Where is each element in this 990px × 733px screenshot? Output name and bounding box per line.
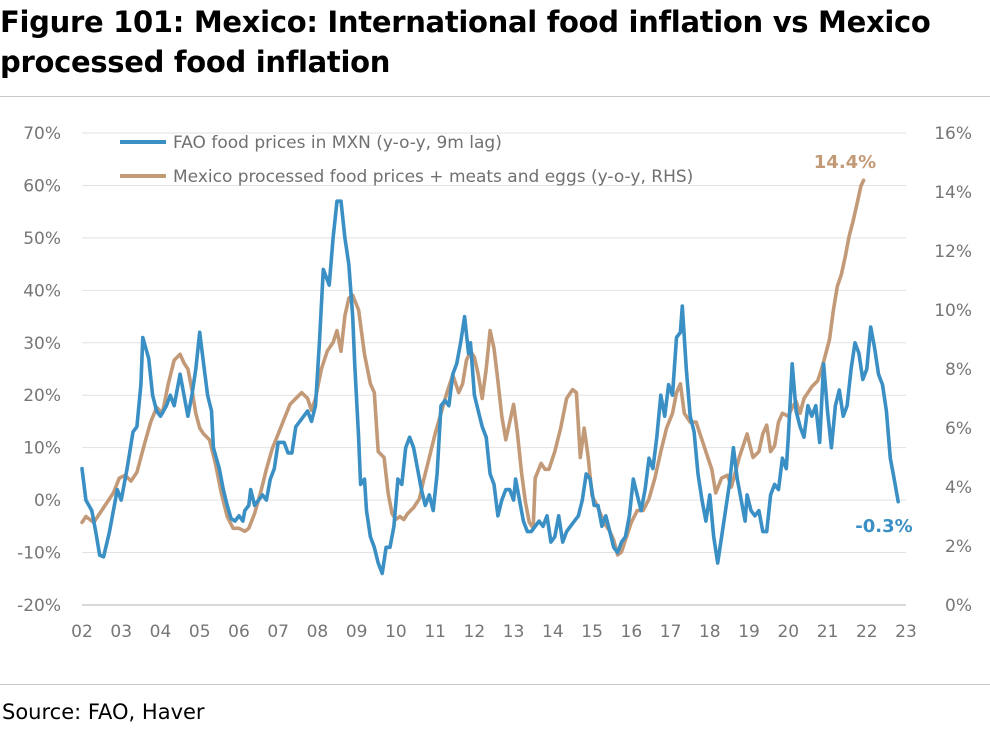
x-axis-tick-label: 03 bbox=[110, 622, 132, 642]
legend-label: FAO food prices in MXN (y-o-y, 9m lag) bbox=[173, 133, 502, 153]
left-axis-tick-label: 10% bbox=[23, 439, 61, 459]
x-axis-tick-label: 14 bbox=[542, 622, 564, 642]
left-axis-tick-label: 0% bbox=[34, 491, 61, 511]
left-axis-tick-label: 20% bbox=[23, 386, 61, 406]
x-axis-tick-label: 11 bbox=[424, 622, 446, 642]
legend: FAO food prices in MXN (y-o-y, 9m lag) Me… bbox=[120, 133, 693, 187]
source-divider bbox=[0, 684, 990, 685]
line-chart: -20% -10% 0% 10% 20% 30% 40% 50% 60% 70% 0% 2% 4% 6%… bbox=[17, 124, 972, 642]
x-axis-tick-label: 12 bbox=[464, 622, 486, 642]
x-axis-tick-label: 07 bbox=[267, 622, 289, 642]
right-axis-tick-label: 10% bbox=[934, 301, 972, 321]
x-axis-tick-label: 08 bbox=[307, 622, 329, 642]
x-axis-tick-label: 16 bbox=[621, 622, 643, 642]
fao-series-line bbox=[80, 199, 900, 576]
source-note: Source: FAO, Haver bbox=[2, 700, 205, 724]
left-axis-tick-label: -20% bbox=[17, 596, 61, 616]
x-axis-tick-labels: 02 03 04 05 06 07 08 09 10 11 12 13 14 15 16 17 18 19 20 21… bbox=[71, 622, 917, 642]
left-axis-tick-label: 70% bbox=[23, 124, 61, 144]
x-axis-tick-label: 10 bbox=[385, 622, 407, 642]
right-axis-tick-label: 2% bbox=[945, 537, 972, 557]
x-axis-tick-label: 13 bbox=[503, 622, 525, 642]
x-axis-tick-label: 05 bbox=[189, 622, 211, 642]
x-axis-tick-label: 21 bbox=[817, 622, 839, 642]
series-group bbox=[80, 178, 900, 576]
left-axis-tick-label: -10% bbox=[17, 544, 61, 564]
left-axis-tick-label: 40% bbox=[23, 281, 61, 301]
right-axis-tick-label: 16% bbox=[934, 124, 972, 144]
x-axis-tick-label: 19 bbox=[738, 622, 760, 642]
x-axis-tick-label: 02 bbox=[71, 622, 93, 642]
fao-end-value-label: -0.3% bbox=[855, 516, 912, 537]
right-axis-tick-label: 14% bbox=[934, 183, 972, 203]
x-axis-tick-label: 17 bbox=[660, 622, 682, 642]
figure-title: Figure 101: Mexico: International food i… bbox=[0, 5, 931, 79]
legend-label: Mexico processed food prices + meats and… bbox=[173, 167, 693, 187]
left-axis-tick-label: 60% bbox=[23, 176, 61, 196]
left-axis-tick-label: 50% bbox=[23, 229, 61, 249]
x-axis-tick-label: 18 bbox=[699, 622, 721, 642]
right-axis-tick-label: 12% bbox=[934, 242, 972, 262]
right-axis-tick-label: 0% bbox=[945, 596, 972, 616]
x-axis-tick-label: 23 bbox=[895, 622, 917, 642]
left-axis-tick-labels: -20% -10% 0% 10% 20% 30% 40% 50% 60% 70% bbox=[17, 124, 61, 616]
end-value-labels: 14.4% -0.3% bbox=[814, 152, 913, 537]
right-axis-tick-label: 6% bbox=[945, 419, 972, 439]
x-axis-tick-label: 20 bbox=[777, 622, 799, 642]
x-axis-tick-label: 06 bbox=[228, 622, 250, 642]
right-axis-tick-labels: 0% 2% 4% 6% 8% 10% 12% 14% 16% bbox=[934, 124, 972, 616]
right-axis-tick-label: 8% bbox=[945, 360, 972, 380]
x-axis-tick-label: 15 bbox=[581, 622, 603, 642]
right-axis-tick-label: 4% bbox=[945, 478, 972, 498]
left-axis-tick-label: 30% bbox=[23, 334, 61, 354]
mexico-end-value-label: 14.4% bbox=[814, 152, 876, 173]
x-axis-tick-label: 22 bbox=[856, 622, 878, 642]
title-divider bbox=[0, 96, 990, 97]
mexico-series-line bbox=[80, 178, 866, 557]
x-axis-tick-label: 09 bbox=[346, 622, 368, 642]
x-axis-tick-label: 04 bbox=[150, 622, 172, 642]
